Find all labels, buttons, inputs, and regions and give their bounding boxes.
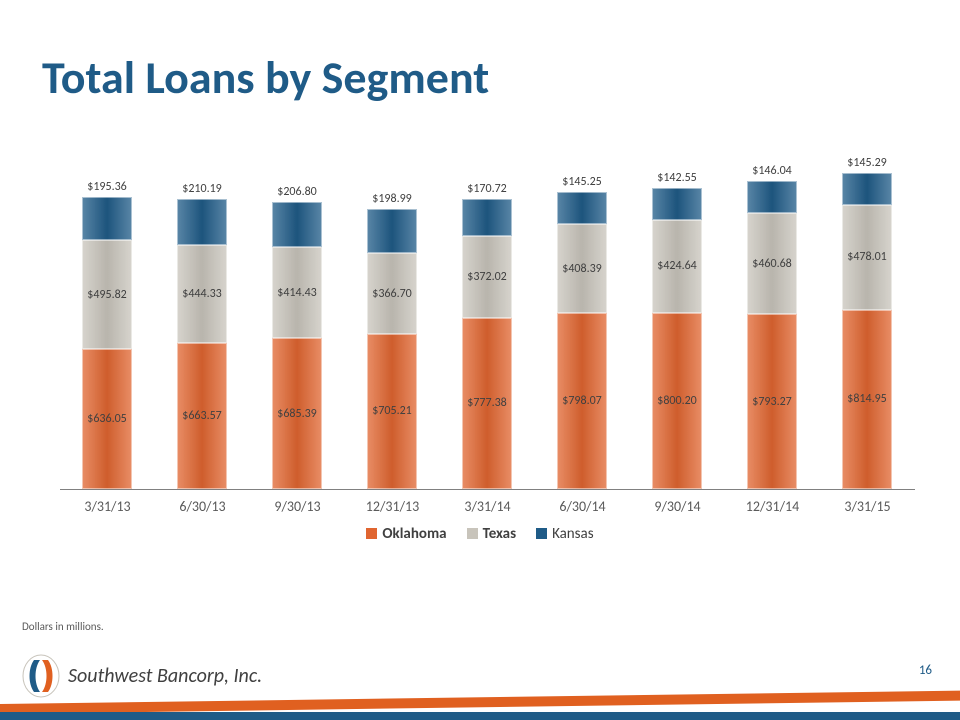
data-label: $685.39 [273,407,321,421]
bar-segment-texas: $460.68 [747,213,797,314]
data-label: $414.43 [273,286,321,300]
bar-segment-oklahoma: $663.57 [177,343,227,489]
data-label: $663.57 [178,409,226,423]
data-label: $814.95 [843,392,891,406]
bar-segment-kansas: $195.36 [82,197,132,240]
data-label: $777.38 [463,396,511,410]
bar-segment-texas: $478.01 [842,205,892,310]
bar-stack: $142.55 $424.64 $800.20 [652,188,702,489]
x-axis-label: 12/31/14 [725,498,820,515]
bar-segment-texas: $414.43 [272,247,322,338]
bar-segment-kansas: $142.55 [652,188,702,219]
bar-segment-kansas: $210.19 [177,199,227,245]
footnote: Dollars in millions. [22,620,104,633]
legend-swatch [467,528,478,539]
bar-segment-texas: $372.02 [462,236,512,318]
bar-segment-texas: $366.70 [367,253,417,334]
data-label: $424.64 [653,259,701,273]
legend-label: Texas [483,525,517,543]
data-label: $444.33 [178,287,226,301]
page-number: 16 [919,663,932,678]
bar-segment-oklahoma: $800.20 [652,313,702,489]
legend-swatch [366,528,377,539]
stacked-bar-chart: $195.36 $495.82 $636.05 $210.19 $444.33 $663.… [60,160,915,515]
x-axis-label: 3/31/13 [60,498,155,515]
x-axis-label: 3/31/15 [820,498,915,515]
bar-segment-texas: $424.64 [652,220,702,313]
data-label: $366.70 [368,287,416,301]
bar-segment-texas: $495.82 [82,240,132,349]
data-label: $478.01 [843,250,891,264]
x-axis-label: 12/31/13 [345,498,440,515]
data-label: $170.72 [463,182,511,196]
brand-mark-icon [22,654,60,698]
chart-legend: Oklahoma Texas Kansas [0,525,960,543]
data-label: $705.21 [368,404,416,418]
bar-segment-oklahoma: $636.05 [82,349,132,489]
bar-stack: $145.29 $478.01 $814.95 [842,173,892,489]
footer-stripe [0,696,960,720]
data-label: $198.99 [368,192,416,206]
x-axis-label: 9/30/13 [250,498,345,515]
legend-item: Texas [467,525,517,543]
stripe-blue [0,712,960,720]
page-title: Total Loans by Segment [42,50,489,106]
data-label: $495.82 [83,288,131,302]
x-axis-label: 9/30/14 [630,498,725,515]
bar-stack: $206.80 $414.43 $685.39 [272,202,322,489]
bar-segment-oklahoma: $793.27 [747,314,797,489]
data-label: $142.55 [653,171,701,185]
slide: Total Loans by Segment $195.36 $495.82 $63… [0,0,960,720]
data-label: $372.02 [463,270,511,284]
legend-item: Kansas [536,525,594,543]
data-label: $210.19 [178,182,226,196]
data-label: $408.39 [558,262,606,276]
x-axis-label: 6/30/13 [155,498,250,515]
bar-segment-kansas: $170.72 [462,199,512,237]
data-label: $800.20 [653,394,701,408]
bar-segment-texas: $408.39 [557,224,607,314]
bar-stack: $145.25 $408.39 $798.07 [557,192,607,489]
bar-segment-texas: $444.33 [177,245,227,343]
data-label: $145.25 [558,175,606,189]
data-label: $793.27 [748,395,796,409]
data-label: $206.80 [273,185,321,199]
x-axis-label: 6/30/14 [535,498,630,515]
bar-segment-kansas: $145.29 [842,173,892,205]
bar-segment-kansas: $146.04 [747,181,797,213]
bar-segment-oklahoma: $705.21 [367,334,417,489]
brand-logo: Southwest Bancorp, Inc. [22,654,262,698]
data-label: $798.07 [558,394,606,408]
legend-label: Oklahoma [382,525,446,543]
data-label: $636.05 [83,412,131,426]
brand-text: Southwest Bancorp, Inc. [68,664,262,688]
legend-label: Kansas [552,525,594,543]
bar-segment-kansas: $145.25 [557,192,607,224]
bar-segment-oklahoma: $798.07 [557,313,607,489]
bar-stack: $210.19 $444.33 $663.57 [177,199,227,489]
bar-segment-oklahoma: $685.39 [272,338,322,489]
data-label: $145.29 [843,156,891,170]
legend-swatch [536,528,547,539]
chart-plot: $195.36 $495.82 $636.05 $210.19 $444.33 $663.… [60,160,915,490]
bar-segment-oklahoma: $814.95 [842,310,892,489]
data-label: $195.36 [83,180,131,194]
legend-item: Oklahoma [366,525,446,543]
data-label: $460.68 [748,257,796,271]
bar-stack: $170.72 $372.02 $777.38 [462,199,512,489]
data-label: $146.04 [748,164,796,178]
bar-stack: $195.36 $495.82 $636.05 [82,197,132,489]
bar-segment-kansas: $206.80 [272,202,322,247]
bar-stack: $146.04 $460.68 $793.27 [747,181,797,489]
x-axis-label: 3/31/14 [440,498,535,515]
bar-segment-oklahoma: $777.38 [462,318,512,489]
bar-segment-kansas: $198.99 [367,209,417,253]
bar-stack: $198.99 $366.70 $705.21 [367,209,417,489]
